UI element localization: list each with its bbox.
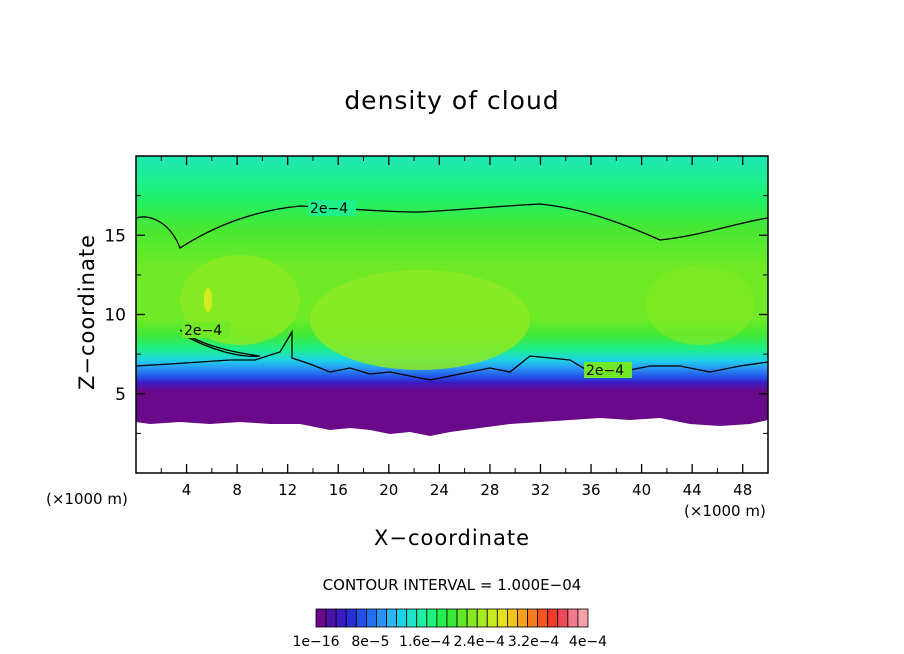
x-unit-label-right: (×1000 m) <box>684 502 766 520</box>
colorbar-swatch <box>396 608 408 628</box>
x-tick-label: 20 <box>379 481 398 499</box>
x-tick-label: 12 <box>278 481 297 499</box>
colorbar-swatch <box>496 608 508 628</box>
colorbar-swatch <box>315 608 327 628</box>
x-tick-label: 24 <box>430 481 449 499</box>
colorbar-tick-label: 1.6e−4 <box>399 634 451 650</box>
colorbar-swatch <box>577 608 589 628</box>
colorbar-tick-label: 2.4e−4 <box>453 634 505 650</box>
colorbar-swatch <box>345 608 357 628</box>
x-axis-label: X−coordinate <box>374 526 530 550</box>
contour-interval-label: CONTOUR INTERVAL = 1.000E−04 <box>322 576 582 594</box>
contour-line-lower <box>136 329 768 381</box>
contour-label-top: 2e−4 <box>310 201 348 217</box>
colorbar-swatch <box>507 608 518 628</box>
x-tick-label: 40 <box>632 481 651 499</box>
colorbar-swatch <box>517 608 528 628</box>
colorbar-swatch <box>446 608 458 628</box>
contour-lines <box>136 203 768 381</box>
contour-line-upper <box>136 203 768 249</box>
x-tick-label: 16 <box>329 481 348 499</box>
colorbar-swatch <box>436 608 448 628</box>
colorbar-swatch <box>486 608 498 628</box>
x-tick-label: 44 <box>683 481 702 499</box>
contour-label-right: 2e−4 <box>586 363 624 379</box>
colorbar-swatch <box>567 608 579 628</box>
contour-label-left: 2e−4 <box>184 323 222 339</box>
colorbar-swatch <box>325 608 337 628</box>
colorbar-tick-label: 8e−5 <box>351 634 389 650</box>
colorbar: 1e−16 8e−5 1.6e−4 2.4e−4 3.2e−4 4e−4 <box>292 608 607 650</box>
colorbar-swatch <box>547 608 559 628</box>
x-tick-label: 32 <box>531 481 550 499</box>
x-tick-label: 48 <box>733 481 752 499</box>
y-tick-label: 10 <box>104 306 126 326</box>
y-ticks: 5 10 15 <box>104 195 768 434</box>
y-tick-label: 15 <box>104 226 126 246</box>
y-tick-label: 5 <box>115 385 126 405</box>
yellow-spot <box>204 288 212 312</box>
colorbar-swatch <box>355 608 367 628</box>
colorbar-swatch <box>527 608 539 628</box>
field-layer <box>136 156 768 473</box>
colorbar-swatch <box>376 608 387 628</box>
colorbar-swatch <box>335 608 347 628</box>
chart-title: density of cloud <box>344 86 560 115</box>
contour-line-labels: 2e−4 2e−4 2e−4 <box>182 200 632 379</box>
core-center <box>310 270 530 370</box>
colorbar-swatch <box>537 608 549 628</box>
x-tick-label: 28 <box>480 481 499 499</box>
colorbar-swatch <box>426 608 438 628</box>
colorbar-tick-label: 3.2e−4 <box>508 634 560 650</box>
x-unit-label-left: (×1000 m) <box>46 490 128 508</box>
x-tick-label: 8 <box>232 481 242 499</box>
x-ticks: 4 8 12 16 20 24 28 32 36 40 44 48 <box>160 156 752 499</box>
colorbar-swatch <box>365 608 377 628</box>
colorbar-swatch <box>456 608 468 628</box>
colorbar-swatch <box>386 608 397 628</box>
contour-line-tongue <box>179 329 261 357</box>
x-tick-label: 4 <box>182 481 192 499</box>
x-tick-label: 36 <box>581 481 600 499</box>
colorbar-swatch <box>476 608 488 628</box>
colorbar-tick-label: 1e−16 <box>292 634 339 650</box>
colorbar-swatch <box>466 608 478 628</box>
colorbar-swatch <box>416 608 428 628</box>
core-right <box>645 265 755 345</box>
colorbar-swatch <box>557 608 569 628</box>
colorbar-tick-label: 4e−4 <box>569 634 607 650</box>
colorbar-swatch <box>406 608 418 628</box>
